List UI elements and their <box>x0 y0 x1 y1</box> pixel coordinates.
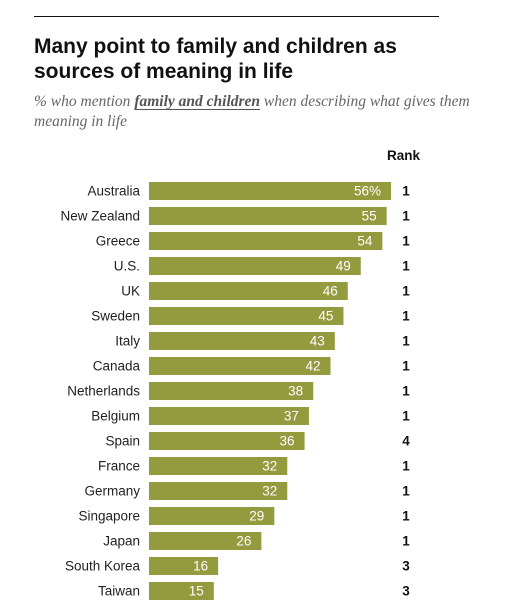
subtitle-suffix: when describing what gives them meaning … <box>34 93 470 130</box>
rank-sweden: 1 <box>402 309 410 324</box>
value-label-south-korea: 16 <box>193 559 208 574</box>
rank-germany: 1 <box>402 484 410 499</box>
bar-new-zealand <box>149 207 387 225</box>
rank-canada: 1 <box>402 359 410 374</box>
value-label-australia: 56% <box>354 184 381 199</box>
rank-u-s: 1 <box>402 259 410 274</box>
value-label-france: 32 <box>262 459 277 474</box>
chart-title: Many point to family and children as sou… <box>34 35 397 83</box>
value-label-spain: 36 <box>280 434 295 449</box>
rank-singapore: 1 <box>402 509 410 524</box>
rank-france: 1 <box>402 459 410 474</box>
rank-italy: 1 <box>402 334 410 349</box>
rank-taiwan: 3 <box>402 584 410 599</box>
value-label-germany: 32 <box>262 484 277 499</box>
rank-new-zealand: 1 <box>402 209 410 224</box>
category-label-sweden: Sweden <box>91 309 140 324</box>
bar-spain <box>149 432 305 450</box>
rank-greece: 1 <box>402 234 410 249</box>
bar-australia <box>149 182 391 200</box>
value-label-canada: 42 <box>305 359 320 374</box>
rank-netherlands: 1 <box>402 384 410 399</box>
category-label-greece: Greece <box>96 234 140 249</box>
category-label-france: France <box>98 459 140 474</box>
value-label-new-zealand: 55 <box>362 209 377 224</box>
rank-belgium: 1 <box>402 409 410 424</box>
bar-canada <box>149 357 331 375</box>
value-label-belgium: 37 <box>284 409 299 424</box>
category-label-germany: Germany <box>84 484 140 499</box>
category-label-australia: Australia <box>87 184 140 199</box>
category-label-u-s: U.S. <box>114 259 140 274</box>
bar-sweden <box>149 307 344 325</box>
rank-japan: 1 <box>402 534 410 549</box>
bar-france <box>149 457 288 475</box>
rank-uk: 1 <box>402 284 410 299</box>
category-label-belgium: Belgium <box>91 409 140 424</box>
rank-column-header: Rank <box>387 148 421 163</box>
value-label-singapore: 29 <box>249 509 264 524</box>
value-label-greece: 54 <box>357 234 373 249</box>
rank-south-korea: 3 <box>402 559 410 574</box>
value-label-sweden: 45 <box>318 309 333 324</box>
category-label-spain: Spain <box>105 434 140 449</box>
bar-greece <box>149 232 383 250</box>
value-label-uk: 46 <box>323 284 338 299</box>
bar-italy <box>149 332 335 350</box>
value-label-japan: 26 <box>236 534 251 549</box>
bar-taiwan <box>149 582 214 600</box>
category-label-taiwan: Taiwan <box>98 584 140 599</box>
bar-u-s <box>149 257 361 275</box>
bar-belgium <box>149 407 309 425</box>
category-label-netherlands: Netherlands <box>67 384 140 399</box>
bar-uk <box>149 282 348 300</box>
rank-spain: 4 <box>402 434 410 449</box>
category-label-south-korea: South Korea <box>65 559 141 574</box>
bar-netherlands <box>149 382 314 400</box>
subtitle-highlight: family and children <box>134 93 261 110</box>
value-label-italy: 43 <box>310 334 325 349</box>
chart-subtitle: % who mention family and children when d… <box>34 92 474 132</box>
category-label-japan: Japan <box>103 534 140 549</box>
value-label-netherlands: 38 <box>288 384 303 399</box>
bar-singapore <box>149 507 275 525</box>
category-label-canada: Canada <box>93 359 141 374</box>
value-label-taiwan: 15 <box>189 584 204 599</box>
bar-japan <box>149 532 262 550</box>
category-label-uk: UK <box>121 284 140 299</box>
bar-germany <box>149 482 288 500</box>
top-rule <box>34 16 439 17</box>
value-label-u-s: 49 <box>336 259 351 274</box>
subtitle-prefix: % who mention <box>34 93 135 110</box>
bar-south-korea <box>149 557 219 575</box>
rank-australia: 1 <box>402 184 410 199</box>
category-label-singapore: Singapore <box>78 509 140 524</box>
category-label-italy: Italy <box>115 334 140 349</box>
category-label-new-zealand: New Zealand <box>60 209 140 224</box>
